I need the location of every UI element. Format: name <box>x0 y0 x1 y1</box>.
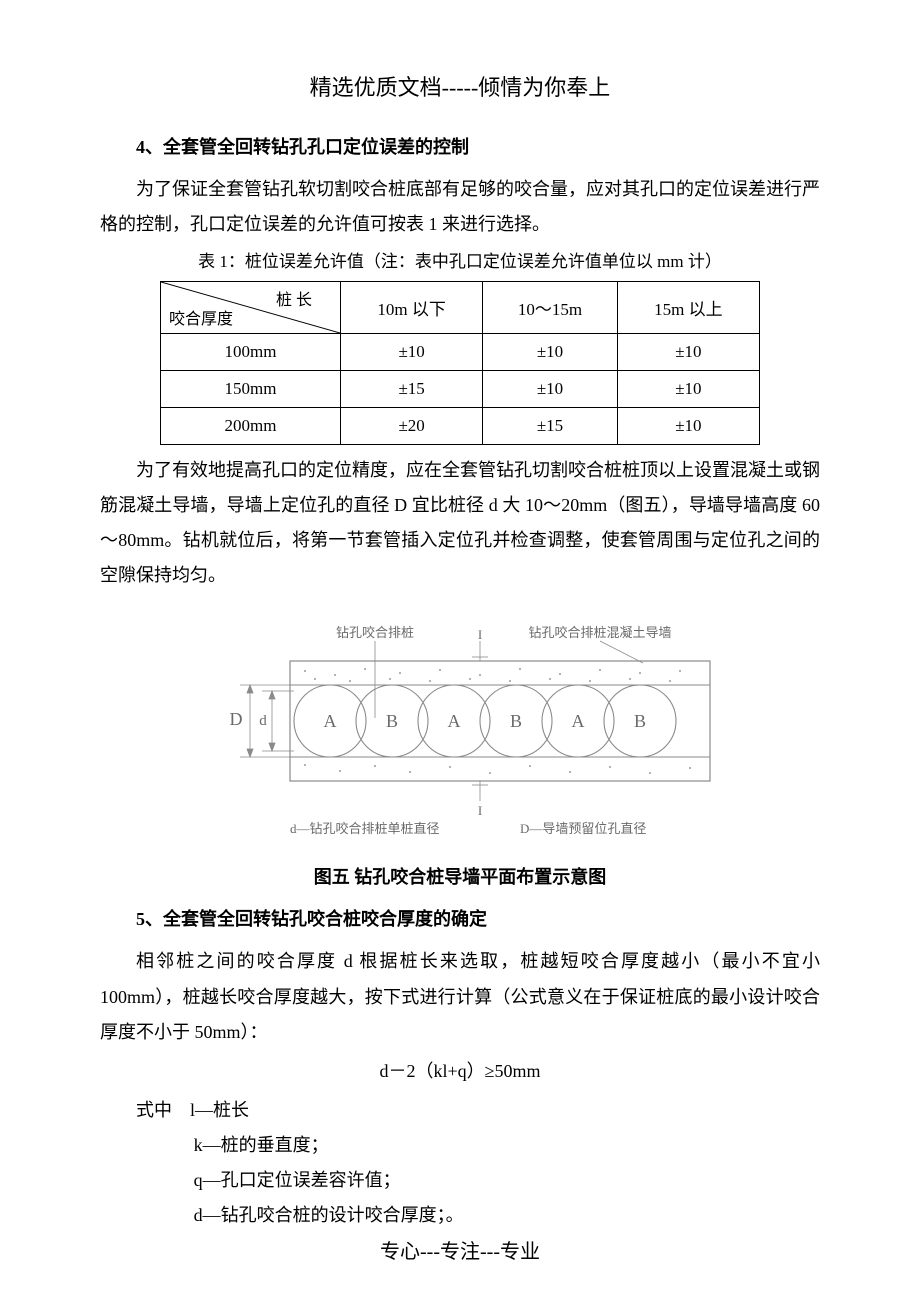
table1-caption: 表 1：桩位误差允许值（注：表中孔口定位误差允许值单位以 mm 计） <box>100 246 820 278</box>
pile-label: A <box>324 711 337 731</box>
col-header: 15m 以上 <box>617 281 759 333</box>
page-header: 精选优质文档-----倾情为你奉上 <box>100 70 820 102</box>
formula: d－2（kl+q）≥50mm <box>100 1054 820 1089</box>
legend-line: k—桩的垂直度； <box>100 1128 820 1163</box>
legend-line: d—钻孔咬合桩的设计咬合厚度；。 <box>100 1198 820 1233</box>
diag-header-top: 桩 长 <box>276 286 312 310</box>
section-5-para1: 相邻桩之间的咬合厚度 d 根据桩长来选取，桩越短咬合厚度越小（最小不宜小100m… <box>100 944 820 1049</box>
fig-label-bottom-right: D—导墙预留位孔直径 <box>520 821 646 836</box>
col-header: 10m 以下 <box>341 281 483 333</box>
figure-5-container: 钻孔咬合排桩 钻孔咬合排桩混凝土导墙 I A B A <box>200 623 720 848</box>
table-row: 150mm ±15 ±10 ±10 <box>161 370 760 407</box>
fig-label-top-left: 钻孔咬合排桩 <box>336 625 414 640</box>
concrete-hatch-icon <box>304 668 691 774</box>
table-cell: ±10 <box>617 370 759 407</box>
pile-label: B <box>634 711 646 731</box>
table-cell: ±10 <box>341 333 483 370</box>
fig-label-bottom-left: d—钻孔咬合排桩单桩直径 <box>290 821 440 836</box>
diag-header-bottom: 咬合厚度 <box>169 305 233 329</box>
row-label: 150mm <box>161 370 341 407</box>
col-header: 10～15m <box>483 281 617 333</box>
pile-circles-icon <box>294 685 676 757</box>
section-4-title: 4、全套管全回转钻孔孔口定位误差的控制 <box>100 130 820 164</box>
figure-5-caption: 图五 钻孔咬合桩导墙平面布置示意图 <box>100 860 820 894</box>
table-cell: ±10 <box>483 370 617 407</box>
fig-label-top-right: 钻孔咬合排桩混凝土导墙 <box>528 625 671 640</box>
page-footer: 专心---专注---专业 <box>0 1235 920 1264</box>
table-diagonal-header: 桩 长 咬合厚度 <box>161 281 341 333</box>
legend-line: q—孔口定位误差容许值； <box>100 1163 820 1198</box>
dim-d-label: d <box>259 713 267 729</box>
dim-D-label: D <box>230 709 243 729</box>
table-row: 200mm ±20 ±15 ±10 <box>161 407 760 444</box>
section-mark-bottom: I <box>478 803 482 818</box>
table-cell: ±10 <box>617 407 759 444</box>
table-cell: ±20 <box>341 407 483 444</box>
table-cell: ±10 <box>483 333 617 370</box>
pile-label: B <box>386 711 398 731</box>
section-5-title: 5、全套管全回转钻孔咬合桩咬合厚度的确定 <box>100 902 820 936</box>
table-cell: ±15 <box>483 407 617 444</box>
legend-intro: 式中 l—桩长 <box>100 1093 820 1128</box>
row-label: 100mm <box>161 333 341 370</box>
table-cell: ±10 <box>617 333 759 370</box>
section-mark-top: I <box>478 627 482 642</box>
section-4-para1: 为了保证全套管钻孔软切割咬合桩底部有足够的咬合量，应对其孔口的定位误差进行严格的… <box>100 172 820 242</box>
dimension-d-icon <box>262 691 294 751</box>
figure-5-svg: 钻孔咬合排桩 钻孔咬合排桩混凝土导墙 I A B A <box>200 623 720 843</box>
section-4-para2: 为了有效地提高孔口的定位精度，应在全套管钻孔切割咬合桩桩顶以上设置混凝土或钢筋混… <box>100 453 820 593</box>
pile-label: B <box>510 711 522 731</box>
pile-label: A <box>448 711 461 731</box>
table-header-row: 桩 长 咬合厚度 10m 以下 10～15m 15m 以上 <box>161 281 760 333</box>
tolerance-table: 桩 长 咬合厚度 10m 以下 10～15m 15m 以上 100mm ±10 … <box>160 281 760 445</box>
table-cell: ±15 <box>341 370 483 407</box>
pile-label: A <box>572 711 585 731</box>
row-label: 200mm <box>161 407 341 444</box>
table-row: 100mm ±10 ±10 ±10 <box>161 333 760 370</box>
